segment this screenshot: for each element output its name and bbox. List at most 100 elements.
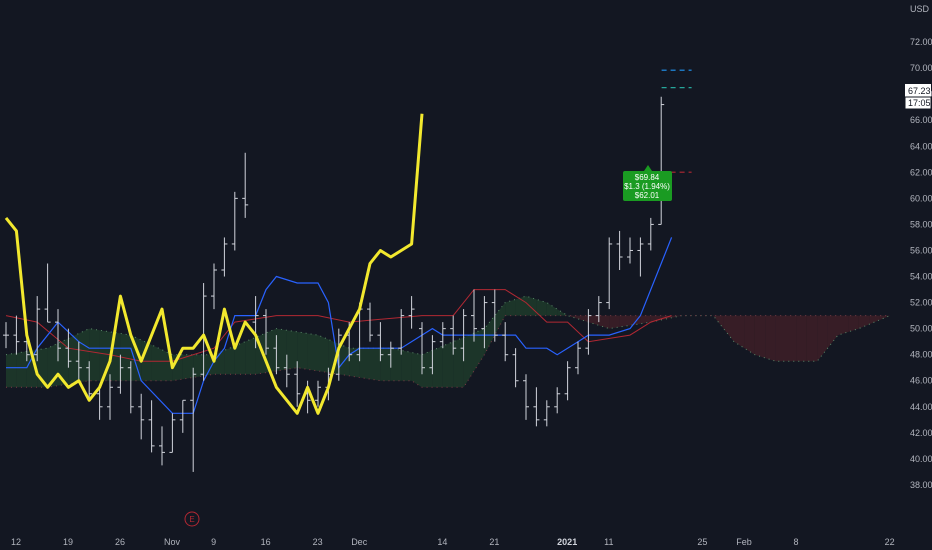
cloud-segment (151, 344, 162, 381)
base-line (5, 289, 672, 362)
ohlc-bar (429, 335, 436, 375)
price-tooltip: $69.84 $1.3 (1.94%) $62.01 (623, 165, 672, 201)
x-tick-label: 19 (63, 537, 73, 547)
ohlc-bar (647, 217, 654, 251)
ohlc-bar (34, 296, 41, 362)
ohlc-bar (512, 348, 519, 388)
ohlc-bar (211, 263, 217, 310)
cloud-segment (775, 315, 786, 362)
cloud-segment (193, 354, 204, 378)
cloud-segment (526, 296, 537, 316)
ohlc-bar (252, 296, 259, 349)
ohlc-bar (148, 400, 155, 453)
ohlc-bars (3, 96, 665, 472)
ohlc-bar (367, 302, 373, 342)
cloud-segment (78, 328, 90, 383)
ohlc-bar (460, 309, 467, 362)
ohlc-bar (637, 237, 644, 277)
bar-countdown: 17:05 (908, 98, 931, 108)
cloud-segment (640, 315, 651, 324)
cloud-segment (536, 299, 547, 316)
x-tick-label: 21 (489, 537, 499, 547)
cloud-segment (307, 333, 318, 371)
y-tick-label: 44.00 (910, 402, 932, 412)
ohlc-bar (606, 237, 613, 310)
cloud-segment (598, 315, 610, 329)
cloud-segment (827, 315, 838, 349)
cloud-segment (234, 341, 246, 375)
y-tick-label: 54.00 (910, 272, 932, 282)
x-tick-label: 11 (604, 537, 613, 547)
y-tick-label: 70.00 (910, 63, 932, 73)
ohlc-bar (439, 322, 446, 349)
cloud-segment (318, 335, 329, 373)
ohlc-bar (387, 341, 394, 368)
x-tick-label: 12 (11, 537, 21, 547)
cloud-segment (89, 328, 100, 381)
tooltip-line-1: $69.84 (635, 173, 660, 182)
cloud-segment (671, 315, 682, 318)
x-tick-label: 14 (437, 537, 447, 547)
cloud-segment (505, 299, 516, 316)
ohlc-bar (231, 191, 238, 251)
ohlc-bar (335, 328, 342, 381)
ohlc-bar (127, 361, 134, 414)
ohlc-bar (658, 96, 665, 225)
x-tick-label: 16 (261, 537, 271, 547)
ohlc-bar (273, 335, 280, 375)
ohlc-bar (627, 237, 633, 264)
ohlc-bar (200, 283, 207, 381)
ohlc-bar (315, 380, 321, 407)
ohlc-bar (159, 426, 165, 466)
x-tick-label: 26 (115, 537, 125, 547)
y-tick-label: 52.00 (910, 298, 932, 308)
earnings-marker[interactable]: E (184, 511, 200, 527)
ohlc-bar (294, 361, 301, 407)
cloud-segment (858, 315, 870, 329)
cloud-segment (16, 351, 27, 388)
ohlc-bar (44, 263, 51, 323)
cloud-segment (619, 315, 630, 328)
ohlc-bar (554, 387, 561, 414)
cloud-segment (650, 315, 662, 323)
cloud-segment (588, 315, 599, 326)
ohlc-bar (491, 289, 498, 342)
ohlc-bar (502, 322, 509, 362)
ohlc-bar (221, 237, 228, 277)
ohlc-bar (283, 354, 290, 388)
cloud-segment (422, 350, 433, 388)
cloud-segment (432, 346, 443, 388)
cloud-segment (182, 354, 194, 380)
cloud-segment (869, 315, 880, 325)
y-tick-label: 64.00 (910, 141, 932, 151)
cloud-segment (338, 343, 350, 376)
y-tick-label: 56.00 (910, 245, 932, 255)
ohlc-bar (107, 374, 113, 420)
ohlc-bar (564, 361, 571, 401)
cloud-segment (349, 348, 360, 378)
x-tick-label: 22 (885, 537, 895, 547)
time-axis[interactable]: 12 19 26 Nov 9 16 23 Dec 14 21 2021 11 25 Feb 8 22 (11, 537, 895, 547)
cloud-segment (245, 337, 256, 375)
y-tick-label: 38.00 (910, 480, 932, 490)
ohlc-bar (86, 361, 93, 401)
cloud-segment (806, 315, 818, 362)
cloud-segment (276, 328, 287, 371)
ohlc-bar (595, 296, 602, 323)
ohlc-bar (585, 309, 592, 355)
ohlc-bar (190, 367, 197, 472)
cloud-segment (141, 340, 152, 381)
cloud-segment (68, 333, 79, 384)
cloud-segment (838, 315, 849, 336)
x-tick-label: 9 (211, 537, 216, 547)
price-axis[interactable]: USD 38.00 40.00 42.00 44.00 46.00 48.00 50.00 5… (910, 4, 932, 490)
x-tick-label: 23 (313, 537, 323, 547)
y-tick-label: 48.00 (910, 350, 932, 360)
y-tick-label: 50.00 (910, 324, 932, 334)
ohlc-bar (616, 230, 623, 271)
cloud-segment (474, 328, 485, 371)
cloud-segment (297, 331, 308, 370)
cloud-segment (58, 338, 69, 386)
ohlc-bar (75, 341, 82, 381)
